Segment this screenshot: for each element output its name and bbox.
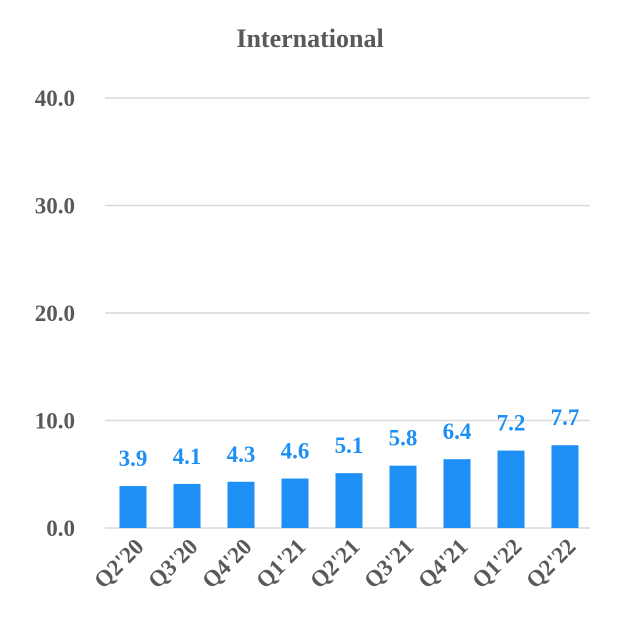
y-tick-label: 10.0 bbox=[35, 409, 75, 434]
bar bbox=[173, 483, 201, 528]
x-axis-tick-labels: Q2'20Q3'20Q4'20Q1'21Q2'21Q3'21Q4'21Q1'22… bbox=[89, 534, 580, 593]
bar bbox=[389, 465, 417, 528]
data-label: 5.8 bbox=[389, 426, 418, 451]
x-tick-label: Q3'20 bbox=[143, 534, 202, 593]
bar bbox=[227, 481, 255, 528]
y-axis-tick-labels: 0.0 10.0 20.0 30.0 40.0 bbox=[35, 86, 75, 541]
x-tick-label: Q4'21 bbox=[413, 534, 472, 593]
chart-title: International bbox=[236, 24, 384, 53]
bar bbox=[335, 473, 363, 528]
bar bbox=[443, 459, 471, 528]
bars bbox=[119, 445, 579, 528]
data-label: 4.1 bbox=[173, 444, 202, 469]
data-label: 5.1 bbox=[335, 433, 364, 458]
x-tick-label: Q1'22 bbox=[467, 534, 526, 593]
bar bbox=[497, 450, 525, 528]
data-labels: 3.9 4.1 4.3 4.6 5.1 5.8 6.4 7.2 7.7 bbox=[119, 405, 580, 471]
bar bbox=[119, 486, 147, 528]
data-label: 4.3 bbox=[227, 442, 256, 467]
x-tick-label: Q3'21 bbox=[359, 534, 418, 593]
x-tick-label: Q4'20 bbox=[197, 534, 256, 593]
y-tick-label: 20.0 bbox=[35, 301, 75, 326]
data-label: 7.2 bbox=[497, 411, 526, 436]
data-label: 4.6 bbox=[281, 439, 310, 464]
x-tick-label: Q2'21 bbox=[305, 534, 364, 593]
data-label: 3.9 bbox=[119, 446, 148, 471]
bar bbox=[551, 445, 579, 528]
data-label: 7.7 bbox=[551, 405, 580, 430]
x-tick-label: Q2'20 bbox=[89, 534, 148, 593]
y-tick-label: 30.0 bbox=[35, 194, 75, 219]
x-tick-label: Q1'21 bbox=[251, 534, 310, 593]
y-tick-label: 0.0 bbox=[46, 516, 75, 541]
data-label: 6.4 bbox=[443, 419, 472, 444]
y-tick-label: 40.0 bbox=[35, 86, 75, 111]
bar bbox=[281, 478, 309, 528]
x-tick-label: Q2'22 bbox=[521, 534, 580, 593]
